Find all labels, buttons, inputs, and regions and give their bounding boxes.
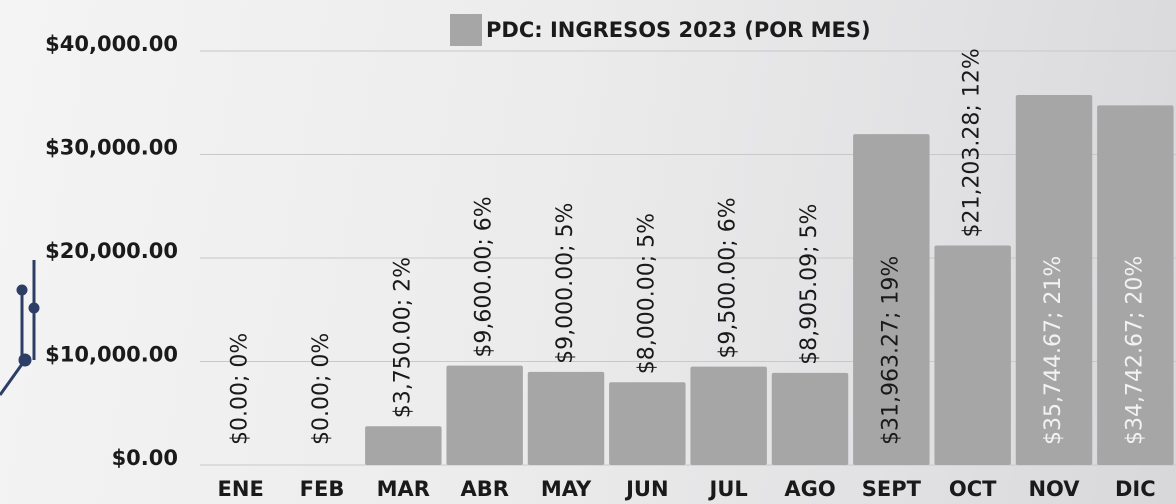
bar — [853, 134, 930, 465]
x-tick-label: MAY — [541, 477, 592, 501]
y-tick-label: $20,000.00 — [45, 239, 178, 263]
bar — [609, 382, 686, 465]
x-tick-label: ABR — [460, 477, 508, 501]
y-tick-label: $40,000.00 — [45, 32, 178, 56]
x-tick-label: ENE — [218, 477, 264, 501]
x-tick-label: MAR — [377, 477, 430, 501]
x-tick-label: SEPT — [862, 477, 922, 501]
data-label: $0.00; 0% — [309, 333, 334, 445]
bar — [365, 426, 442, 465]
bar — [934, 245, 1011, 465]
bar — [1015, 95, 1093, 465]
y-tick-label: $30,000.00 — [45, 136, 178, 160]
bar — [1097, 105, 1174, 466]
data-label: $9,600.00; 6% — [472, 196, 497, 357]
x-tick-label: NOV — [1028, 477, 1080, 501]
decoration — [0, 260, 40, 396]
y-tick-label: $0.00 — [112, 446, 178, 470]
bar — [771, 372, 849, 465]
data-label: $31,963.27; 19% — [878, 256, 903, 445]
x-tick-label: FEB — [300, 477, 345, 501]
x-tick-label: AGO — [784, 477, 835, 501]
data-label: $8,000.00; 5% — [634, 213, 659, 374]
data-label: $9,000.00; 5% — [553, 203, 578, 364]
legend-swatch — [450, 14, 482, 46]
data-label: $34,742.67; 20% — [1122, 256, 1147, 445]
chart-title: PDC: INGRESOS 2023 (POR MES) — [486, 18, 871, 42]
data-label: $0.00; 0% — [228, 333, 253, 445]
x-tick-label: DIC — [1115, 477, 1156, 501]
data-label: $21,203.28; 12% — [960, 48, 985, 237]
data-label: $9,500.00; 6% — [716, 197, 741, 358]
y-tick-label: $10,000.00 — [45, 343, 178, 367]
data-label: $8,905.09; 5% — [797, 204, 822, 365]
bar — [446, 365, 523, 465]
x-tick-label: OCT — [949, 477, 997, 501]
data-label: $35,744.67; 21% — [1041, 256, 1066, 445]
x-tick-label: JUL — [708, 477, 748, 501]
bar — [527, 371, 605, 465]
bar — [690, 366, 767, 465]
x-tick-label: JUN — [624, 477, 668, 501]
data-label: $3,750.00; 2% — [390, 257, 415, 418]
